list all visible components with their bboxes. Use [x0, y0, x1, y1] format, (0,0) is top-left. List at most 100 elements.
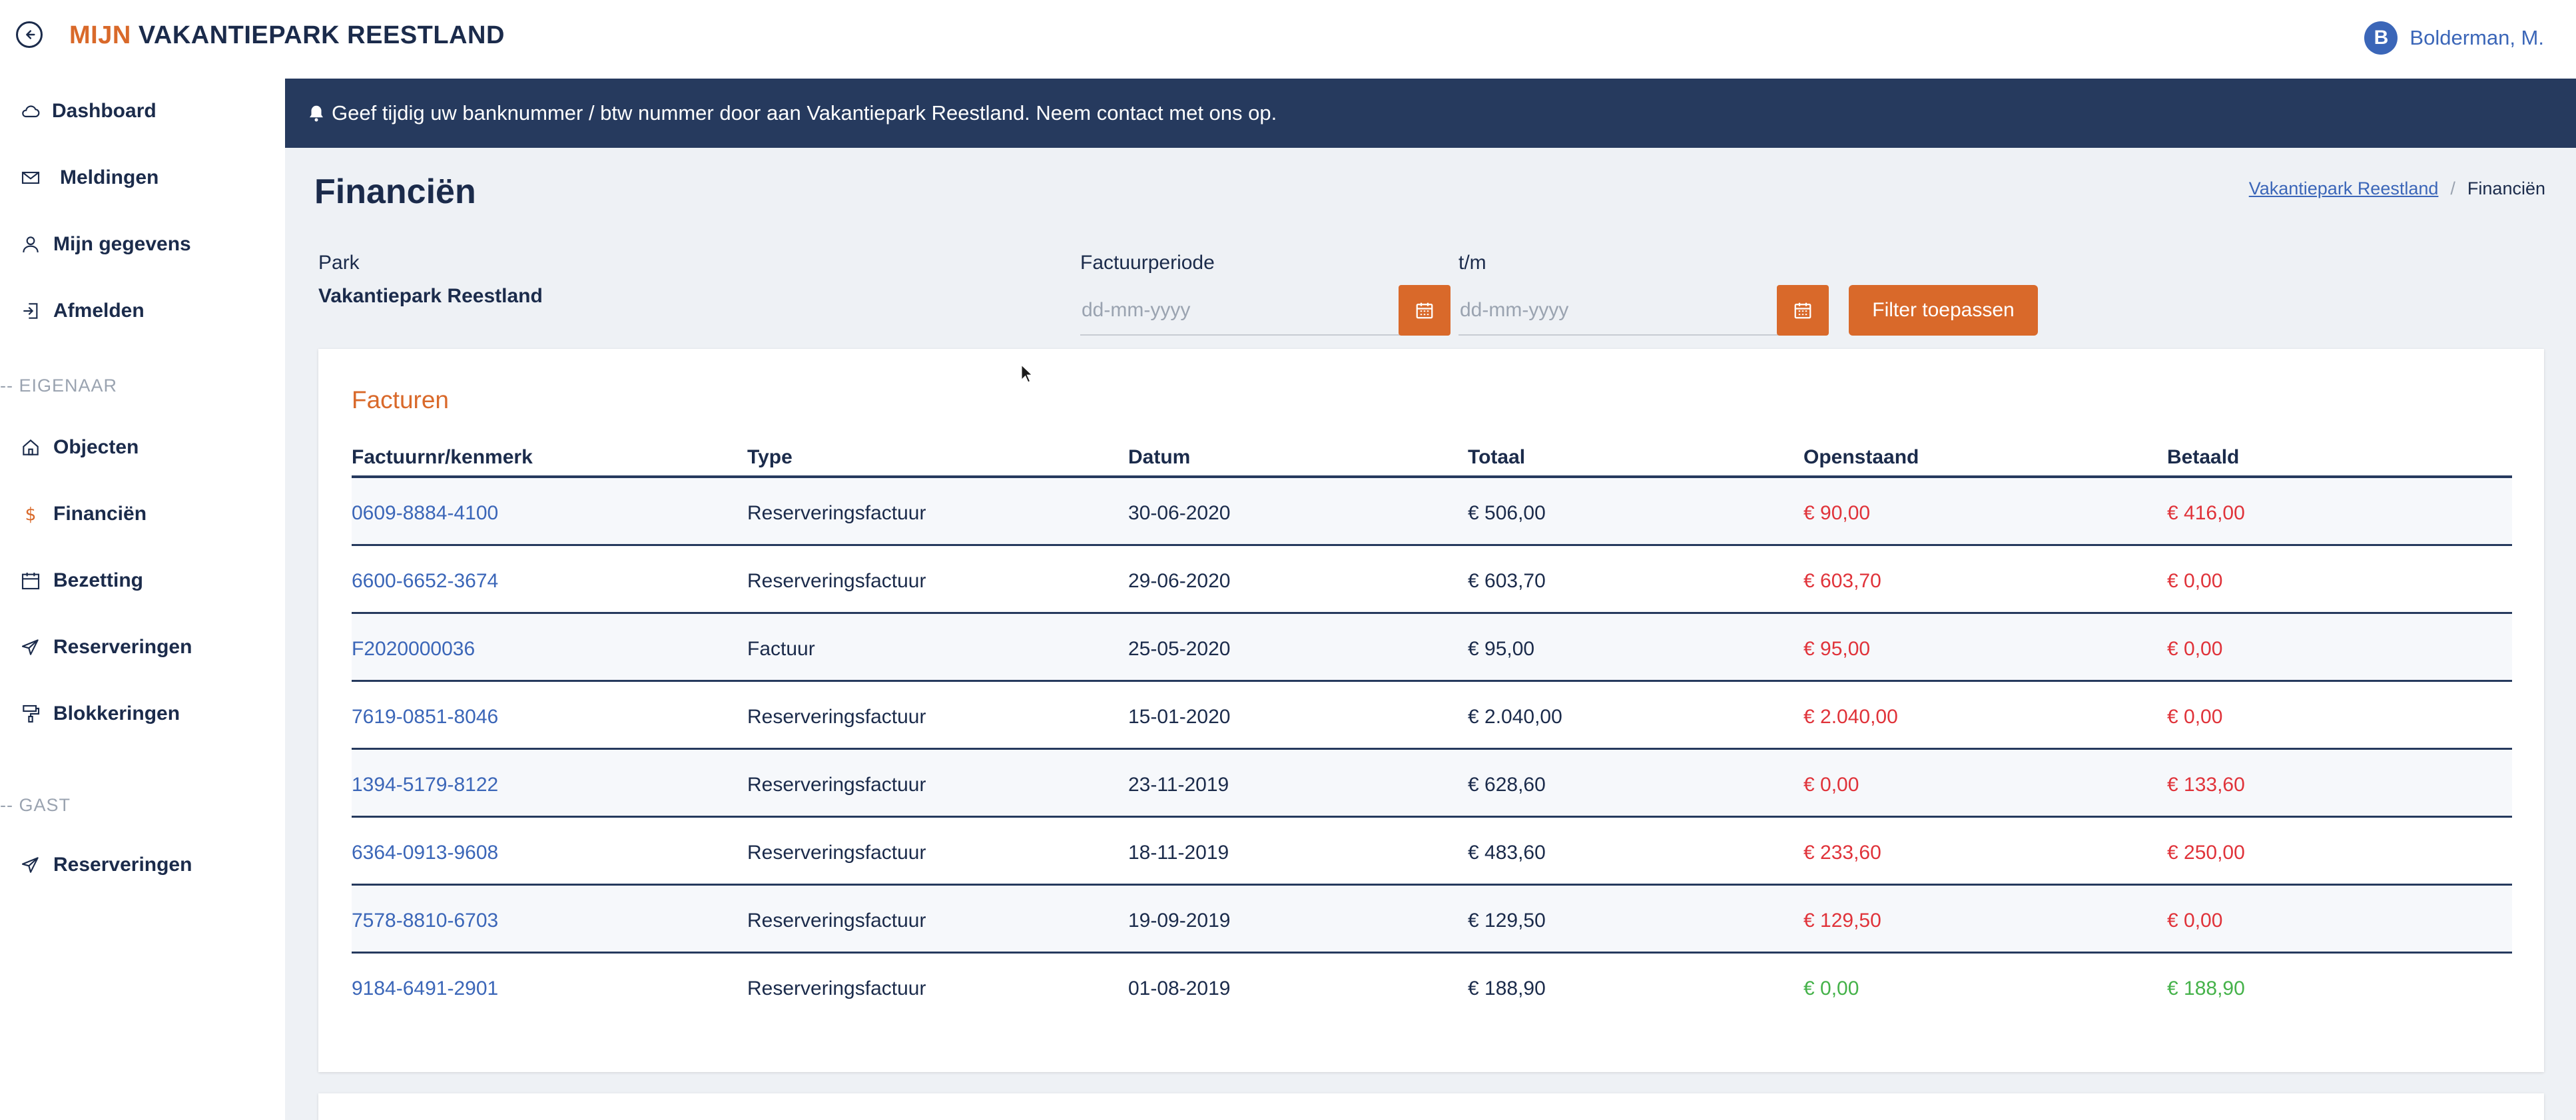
cell-total: € 483,60: [1468, 842, 1546, 864]
cell-type: Reserveringsfactuur: [747, 978, 926, 999]
brand-logo[interactable]: MIJN VAKANTIEPARK REESTLAND: [69, 21, 505, 50]
second-card: [318, 1093, 2544, 1120]
period-to-input[interactable]: [1458, 286, 1778, 336]
back-button[interactable]: [16, 21, 43, 48]
table-header: Factuurnr/kenmerk Type Datum Totaal Open…: [352, 438, 2512, 478]
cell-date: 19-09-2019: [1128, 910, 1231, 932]
cell-open: € 0,00: [1803, 978, 1859, 999]
cloud-icon: [19, 99, 43, 123]
cell-invoice-nr[interactable]: 1394-5179-8122: [352, 774, 499, 796]
user-menu[interactable]: B Bolderman, M.: [2364, 21, 2544, 55]
column-header-open[interactable]: Openstaand: [1803, 446, 1919, 468]
cell-date: 30-06-2020: [1128, 502, 1231, 524]
column-header-type[interactable]: Type: [747, 446, 793, 468]
column-header-total[interactable]: Totaal: [1468, 446, 1526, 468]
cell-open: € 603,70: [1803, 570, 1881, 592]
cell-paid: € 0,00: [2167, 910, 2223, 932]
page-title: Financiën: [314, 172, 476, 211]
cell-open: € 129,50: [1803, 910, 1881, 932]
table-row: 6600-6652-3674 Reserveringsfactuur 29-06-2…: [352, 546, 2512, 614]
sidebar-item-bezetting[interactable]: Bezetting: [0, 557, 285, 604]
period-label: Factuurperiode: [1080, 252, 1215, 274]
sidebar-item-label: Dashboard: [52, 100, 157, 122]
cell-type: Reserveringsfactuur: [747, 910, 926, 932]
cell-paid: € 0,00: [2167, 570, 2223, 592]
sidebar-item-label: Objecten: [53, 436, 139, 458]
cell-total: € 188,90: [1468, 978, 1546, 999]
main-content: Financiën Vakantiepark Reestland / Finan…: [285, 148, 2576, 1120]
column-header-date[interactable]: Datum: [1128, 446, 1191, 468]
cell-invoice-nr[interactable]: 7578-8810-6703: [352, 910, 499, 932]
arrow-left-icon: [26, 30, 35, 39]
notice-text: Geef tijdig uw banknummer / btw nummer d…: [332, 101, 1277, 125]
sidebar: Dashboard Meldingen Mijn gegevens Afmeld…: [0, 79, 285, 1120]
column-header-paid[interactable]: Betaald: [2167, 446, 2240, 468]
brand-mijn: MIJN: [69, 21, 131, 49]
cell-date: 15-01-2020: [1128, 706, 1231, 728]
send-icon: [19, 635, 43, 659]
section-label-gast: -- GAST: [0, 795, 71, 815]
cell-open: € 95,00: [1803, 638, 1871, 660]
cell-date: 29-06-2020: [1128, 570, 1231, 592]
table-row: 9184-6491-2901 Reserveringsfactuur 01-08-2…: [352, 954, 2512, 1021]
breadcrumb-link-park[interactable]: Vakantiepark Reestland: [2248, 178, 2439, 198]
sidebar-item-meldingen[interactable]: Meldingen: [0, 154, 285, 201]
sign-out-icon: [19, 299, 43, 323]
cell-date: 23-11-2019: [1128, 774, 1229, 796]
cell-invoice-nr[interactable]: 7619-0851-8046: [352, 706, 499, 728]
breadcrumb-current: Financiën: [2467, 178, 2545, 198]
period-from-input[interactable]: [1080, 286, 1400, 336]
sidebar-item-mijn-gegevens[interactable]: Mijn gegevens: [0, 221, 285, 268]
send-icon: [19, 853, 43, 877]
sidebar-item-gast-reserveringen[interactable]: Reserveringen: [0, 842, 285, 888]
table-row: 0609-8884-4100 Reserveringsfactuur 30-06-2…: [352, 478, 2512, 546]
cell-open: € 90,00: [1803, 502, 1871, 524]
park-label: Park: [318, 252, 360, 274]
column-header-nr[interactable]: Factuurnr/kenmerk: [352, 446, 533, 468]
table-row: 7578-8810-6703 Reserveringsfactuur 19-09-2…: [352, 886, 2512, 954]
user-icon: [19, 232, 43, 256]
section-label-eigenaar: -- EIGENAAR: [0, 376, 118, 396]
cell-invoice-nr[interactable]: 0609-8884-4100: [352, 502, 499, 524]
paint-roller-icon: [19, 702, 43, 726]
cell-total: € 628,60: [1468, 774, 1546, 796]
until-label: t/m: [1458, 252, 1486, 274]
table-row: F2020000036 Factuur 25-05-2020 € 95,00 € 95,…: [352, 614, 2512, 682]
cell-open: € 233,60: [1803, 842, 1881, 864]
cell-date: 01-08-2019: [1128, 978, 1231, 999]
dollar-icon: $: [19, 502, 43, 526]
park-value: Vakantiepark Reestland: [318, 285, 543, 307]
cell-date: 18-11-2019: [1128, 842, 1229, 864]
sidebar-item-financien[interactable]: $ Financiën: [0, 491, 285, 537]
sidebar-item-reserveringen[interactable]: Reserveringen: [0, 624, 285, 671]
cell-invoice-nr[interactable]: F2020000036: [352, 638, 476, 660]
top-header: MIJN VAKANTIEPARK REESTLAND B Bolderman,…: [0, 0, 2576, 79]
invoices-table: Factuurnr/kenmerk Type Datum Totaal Open…: [352, 438, 2512, 1021]
cell-invoice-nr[interactable]: 9184-6491-2901: [352, 978, 499, 999]
home-icon: [19, 435, 43, 459]
calendar-icon: [1794, 302, 1811, 319]
sidebar-item-label: Mijn gegevens: [53, 233, 191, 255]
table-row: 1394-5179-8122 Reserveringsfactuur 23-11-2…: [352, 750, 2512, 818]
period-from-calendar-button[interactable]: [1399, 285, 1450, 336]
user-name: Bolderman, M.: [2410, 26, 2544, 49]
sidebar-item-afmelden[interactable]: Afmelden: [0, 288, 285, 334]
table-row: 7619-0851-8046 Reserveringsfactuur 15-01-2…: [352, 682, 2512, 750]
envelope-icon: [19, 166, 43, 190]
svg-text:$: $: [25, 504, 37, 525]
sidebar-item-label: Bezetting: [53, 569, 143, 591]
cell-invoice-nr[interactable]: 6364-0913-9608: [352, 842, 499, 864]
period-to-calendar-button[interactable]: [1777, 285, 1829, 336]
cell-total: € 2.040,00: [1468, 706, 1562, 728]
filter-apply-button[interactable]: Filter toepassen: [1849, 285, 2038, 336]
cell-invoice-nr[interactable]: 6600-6652-3674: [352, 570, 499, 592]
sidebar-item-blokkeringen[interactable]: Blokkeringen: [0, 691, 285, 737]
sidebar-item-objecten[interactable]: Objecten: [0, 424, 285, 471]
calendar-icon: [1416, 302, 1433, 319]
sidebar-item-dashboard[interactable]: Dashboard: [0, 88, 285, 135]
bell-icon: [310, 105, 323, 122]
cell-total: € 603,70: [1468, 570, 1546, 592]
calendar-icon: [19, 569, 43, 593]
brand-name: VAKANTIEPARK REESTLAND: [138, 21, 505, 49]
cell-type: Reserveringsfactuur: [747, 774, 926, 796]
